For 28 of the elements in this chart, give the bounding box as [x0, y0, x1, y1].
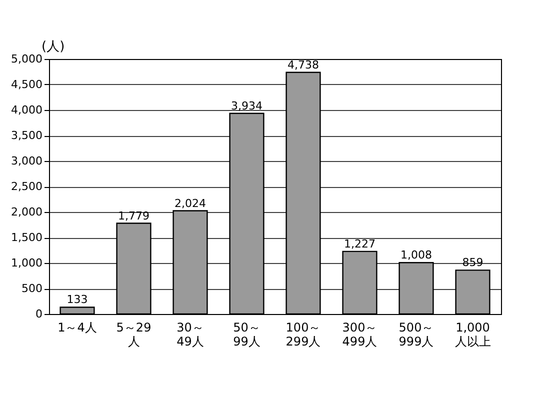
y-tick-label: 2,000 [11, 206, 42, 218]
y-axis-title: (人) [42, 40, 65, 54]
data-label: 2,024 [174, 196, 206, 210]
y-tick-label: 3,500 [11, 129, 42, 142]
x-tick-label: 30～ 49人 [176, 320, 204, 348]
y-tick-label: 3,000 [11, 154, 42, 168]
data-label: 1,227 [344, 237, 376, 250]
x-tick-label: 5～29 人 [116, 320, 152, 348]
x-tick-label: 50～ 99人 [233, 320, 260, 348]
y-tick-label: 4,500 [11, 78, 42, 91]
x-tick-label: 1,000 人以上 [454, 320, 491, 348]
y-tick-label: 1,500 [11, 231, 42, 244]
x-tick-label: 500～ 999人 [398, 320, 434, 348]
data-label: 4,738 [288, 58, 319, 72]
x-tick-label: 100～ 299人 [286, 320, 321, 348]
y-tick-label: 4,000 [11, 104, 42, 116]
y-tick-label: 1,000 [11, 256, 42, 270]
y-tick-label: 500 [22, 282, 42, 295]
data-label: 1,008 [400, 248, 432, 262]
bar [60, 306, 95, 315]
y-tick-label: 0 [36, 308, 42, 320]
data-label: 1,779 [118, 209, 150, 222]
y-tick-label: 2,500 [11, 180, 42, 193]
x-tick-label: 1～4人 [58, 320, 97, 334]
data-label: 3,934 [231, 99, 262, 112]
data-label: 133 [66, 293, 88, 306]
x-tick-label: 300～ 499人 [342, 320, 378, 348]
y-tick-label: 5,000 [11, 52, 42, 66]
